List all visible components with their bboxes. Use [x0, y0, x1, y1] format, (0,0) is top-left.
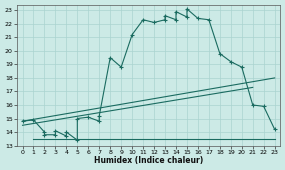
X-axis label: Humidex (Indice chaleur): Humidex (Indice chaleur): [94, 156, 203, 165]
